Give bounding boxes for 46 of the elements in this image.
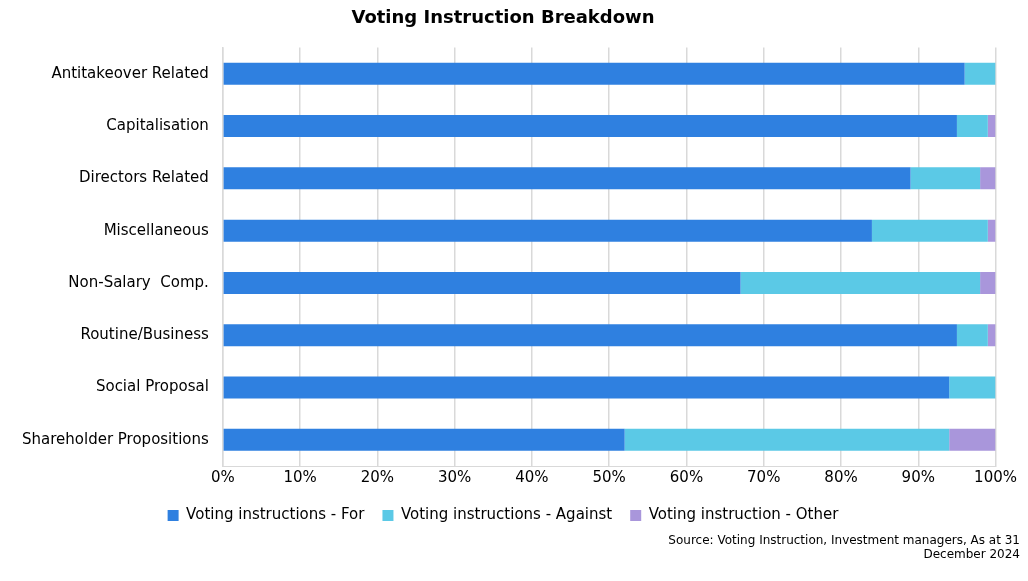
- bar: [624, 428, 950, 451]
- bar: [223, 271, 741, 294]
- bar: [740, 271, 981, 294]
- bar: [987, 324, 996, 347]
- y-tick-label: Shareholder Propositions: [21, 429, 210, 448]
- bar: [949, 428, 996, 451]
- x-tick-label: 20%: [360, 467, 395, 486]
- bar: [964, 62, 996, 85]
- x-tick-label: 100%: [974, 467, 1017, 486]
- source-note: Source: Voting Instruction, Investment managers, As at 31 December 2024: [667, 533, 1020, 561]
- y-tick-label: Directors Related: [79, 168, 209, 187]
- bar: [949, 376, 996, 399]
- legend-label: Voting instructions - Against: [400, 505, 613, 524]
- y-tick-label: Capitalisation: [106, 115, 209, 134]
- x-tick-label: 30%: [437, 467, 472, 486]
- x-tick-label: 10%: [283, 467, 317, 486]
- y-tick-label: Miscellaneous: [103, 220, 210, 239]
- x-tick-label: 70%: [747, 467, 781, 486]
- y-tick-label: Non-Salary Comp.: [68, 272, 209, 291]
- bar: [987, 115, 996, 138]
- bar: [871, 219, 988, 242]
- bar: [980, 167, 996, 190]
- x-tick-label: 50%: [592, 467, 626, 486]
- x-tick-label: 60%: [669, 467, 704, 486]
- bar: [223, 167, 911, 190]
- y-tick-label: Social Proposal: [95, 377, 209, 396]
- bar: [223, 324, 957, 347]
- x-tick-label: 80%: [824, 467, 858, 486]
- legend-label: Voting instructions - For: [186, 505, 366, 524]
- bar: [910, 167, 981, 190]
- bar: [956, 115, 988, 138]
- x-tick-label: 90%: [901, 467, 935, 486]
- bar: [987, 219, 996, 242]
- chart-title: Voting Instruction Breakdown: [351, 6, 655, 28]
- bar: [980, 271, 996, 294]
- bar: [223, 115, 957, 138]
- bar: [223, 376, 950, 399]
- bar: [956, 324, 988, 347]
- y-tick-label: Antitakeover Related: [51, 63, 209, 82]
- x-tick-label: 0%: [210, 467, 235, 486]
- bar: [223, 62, 965, 85]
- legend-label: Voting instruction - Other: [648, 505, 840, 524]
- y-tick-label: Routine/Business: [80, 325, 210, 344]
- bar: [223, 219, 872, 242]
- x-tick-label: 40%: [515, 467, 549, 486]
- bar: [223, 428, 625, 451]
